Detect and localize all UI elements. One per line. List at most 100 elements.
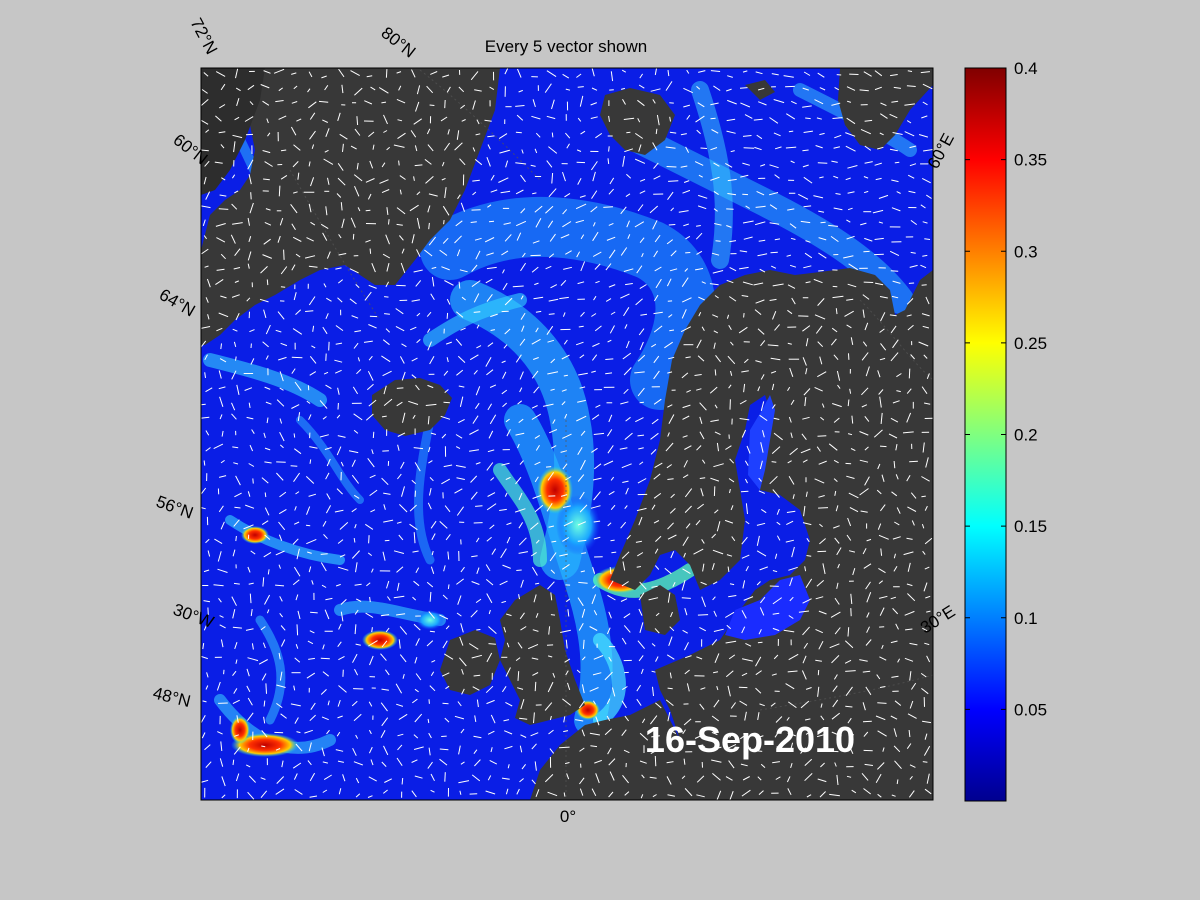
vector-arrow xyxy=(231,203,238,210)
vector-arrow xyxy=(743,747,751,750)
vector-arrow xyxy=(235,535,237,542)
vector-arrow xyxy=(395,308,404,315)
vector-arrow xyxy=(372,431,375,439)
vector-arrow xyxy=(388,219,390,225)
vector-arrow xyxy=(411,374,417,379)
vector-arrow xyxy=(730,341,734,346)
vector-arrow xyxy=(264,594,271,605)
vector-arrow xyxy=(326,297,332,302)
vector-arrow xyxy=(501,777,510,780)
vector-arrow xyxy=(804,397,807,407)
vector-arrow xyxy=(655,128,658,135)
vector-arrow xyxy=(247,791,255,800)
vector-arrow xyxy=(714,223,722,226)
vector-arrow xyxy=(890,715,898,720)
vector-arrow xyxy=(859,659,868,662)
vector-arrow xyxy=(910,219,917,226)
colorbar-tick-label: 0.35 xyxy=(1014,151,1047,170)
vector-arrow xyxy=(244,387,253,391)
vector-arrow xyxy=(591,190,598,199)
vector-arrow xyxy=(623,117,635,120)
vector-arrow xyxy=(486,536,492,542)
vector-arrow xyxy=(521,252,526,258)
vector-arrow xyxy=(396,703,404,707)
vector-arrow xyxy=(475,386,481,396)
vector-arrow xyxy=(788,615,794,619)
vector-arrow xyxy=(655,278,662,289)
vector-arrow xyxy=(397,132,406,140)
vector-arrow xyxy=(248,463,255,467)
vector-arrow xyxy=(503,222,511,225)
vector-arrow xyxy=(502,282,508,291)
vector-arrow xyxy=(848,492,859,499)
vector-arrow xyxy=(724,519,734,524)
vector-arrow xyxy=(247,263,250,269)
vector-arrow xyxy=(865,639,872,646)
vector-arrow xyxy=(349,298,357,305)
vector-arrow xyxy=(620,521,627,529)
vector-arrow xyxy=(533,594,537,603)
vector-arrow xyxy=(307,640,314,645)
vector-arrow xyxy=(759,566,768,571)
vector-arrow xyxy=(924,566,930,570)
vector-arrow xyxy=(475,133,481,136)
vector-arrow xyxy=(668,728,677,735)
vector-arrow xyxy=(622,352,632,360)
vector-arrow xyxy=(430,671,435,677)
vector-arrow xyxy=(637,118,641,123)
vector-arrow xyxy=(621,463,632,469)
vector-arrow xyxy=(880,102,887,107)
vector-arrow xyxy=(785,683,795,690)
vector-arrow xyxy=(291,264,296,271)
vector-arrow xyxy=(531,405,538,409)
vector-arrow xyxy=(909,642,918,646)
vector-arrow xyxy=(844,310,854,317)
vector-arrow xyxy=(714,295,719,299)
vector-arrow xyxy=(232,670,237,677)
vector-arrow xyxy=(625,416,631,422)
vector-arrow xyxy=(552,419,556,424)
vector-arrow xyxy=(232,626,242,629)
vector-arrow xyxy=(787,460,792,464)
vector-arrow xyxy=(768,192,779,196)
vector-arrow xyxy=(849,746,854,755)
vector-arrow xyxy=(355,793,361,798)
vector-arrow xyxy=(668,636,673,646)
vector-arrow xyxy=(535,310,542,313)
vector-arrow xyxy=(262,341,269,348)
vector-arrow xyxy=(293,566,301,577)
vector-arrow xyxy=(290,703,301,707)
vector-arrow xyxy=(202,219,206,227)
vector-arrow xyxy=(621,581,629,587)
vector-arrow xyxy=(366,582,371,587)
vector-arrow xyxy=(604,728,612,736)
vector-arrow xyxy=(742,162,750,166)
vector-arrow xyxy=(490,714,496,724)
vector-arrow xyxy=(577,521,586,526)
vector-arrow xyxy=(756,190,765,196)
vector-arrow xyxy=(219,396,224,407)
vector-arrow xyxy=(428,460,433,464)
vector-arrow xyxy=(295,491,300,495)
vector-arrow xyxy=(909,163,917,167)
vector-arrow xyxy=(803,71,811,76)
vector-arrow xyxy=(665,442,674,452)
vector-arrow xyxy=(530,164,536,167)
vector-arrow xyxy=(741,536,748,545)
vector-arrow xyxy=(685,655,692,659)
vector-arrow xyxy=(834,627,841,635)
vector-arrow xyxy=(218,386,226,390)
vector-arrow xyxy=(535,327,539,333)
vector-arrow xyxy=(746,445,751,454)
vector-arrow xyxy=(384,778,393,783)
vector-arrow xyxy=(713,610,717,617)
vector-arrow xyxy=(922,325,930,329)
vector-arrow xyxy=(877,730,887,737)
vector-arrow xyxy=(564,762,570,765)
vector-arrow xyxy=(651,585,658,588)
vector-arrow xyxy=(665,699,674,706)
vector-arrow xyxy=(231,294,240,298)
vector-arrow xyxy=(518,594,520,600)
vector-arrow xyxy=(475,537,480,543)
vector-arrow xyxy=(861,404,868,408)
